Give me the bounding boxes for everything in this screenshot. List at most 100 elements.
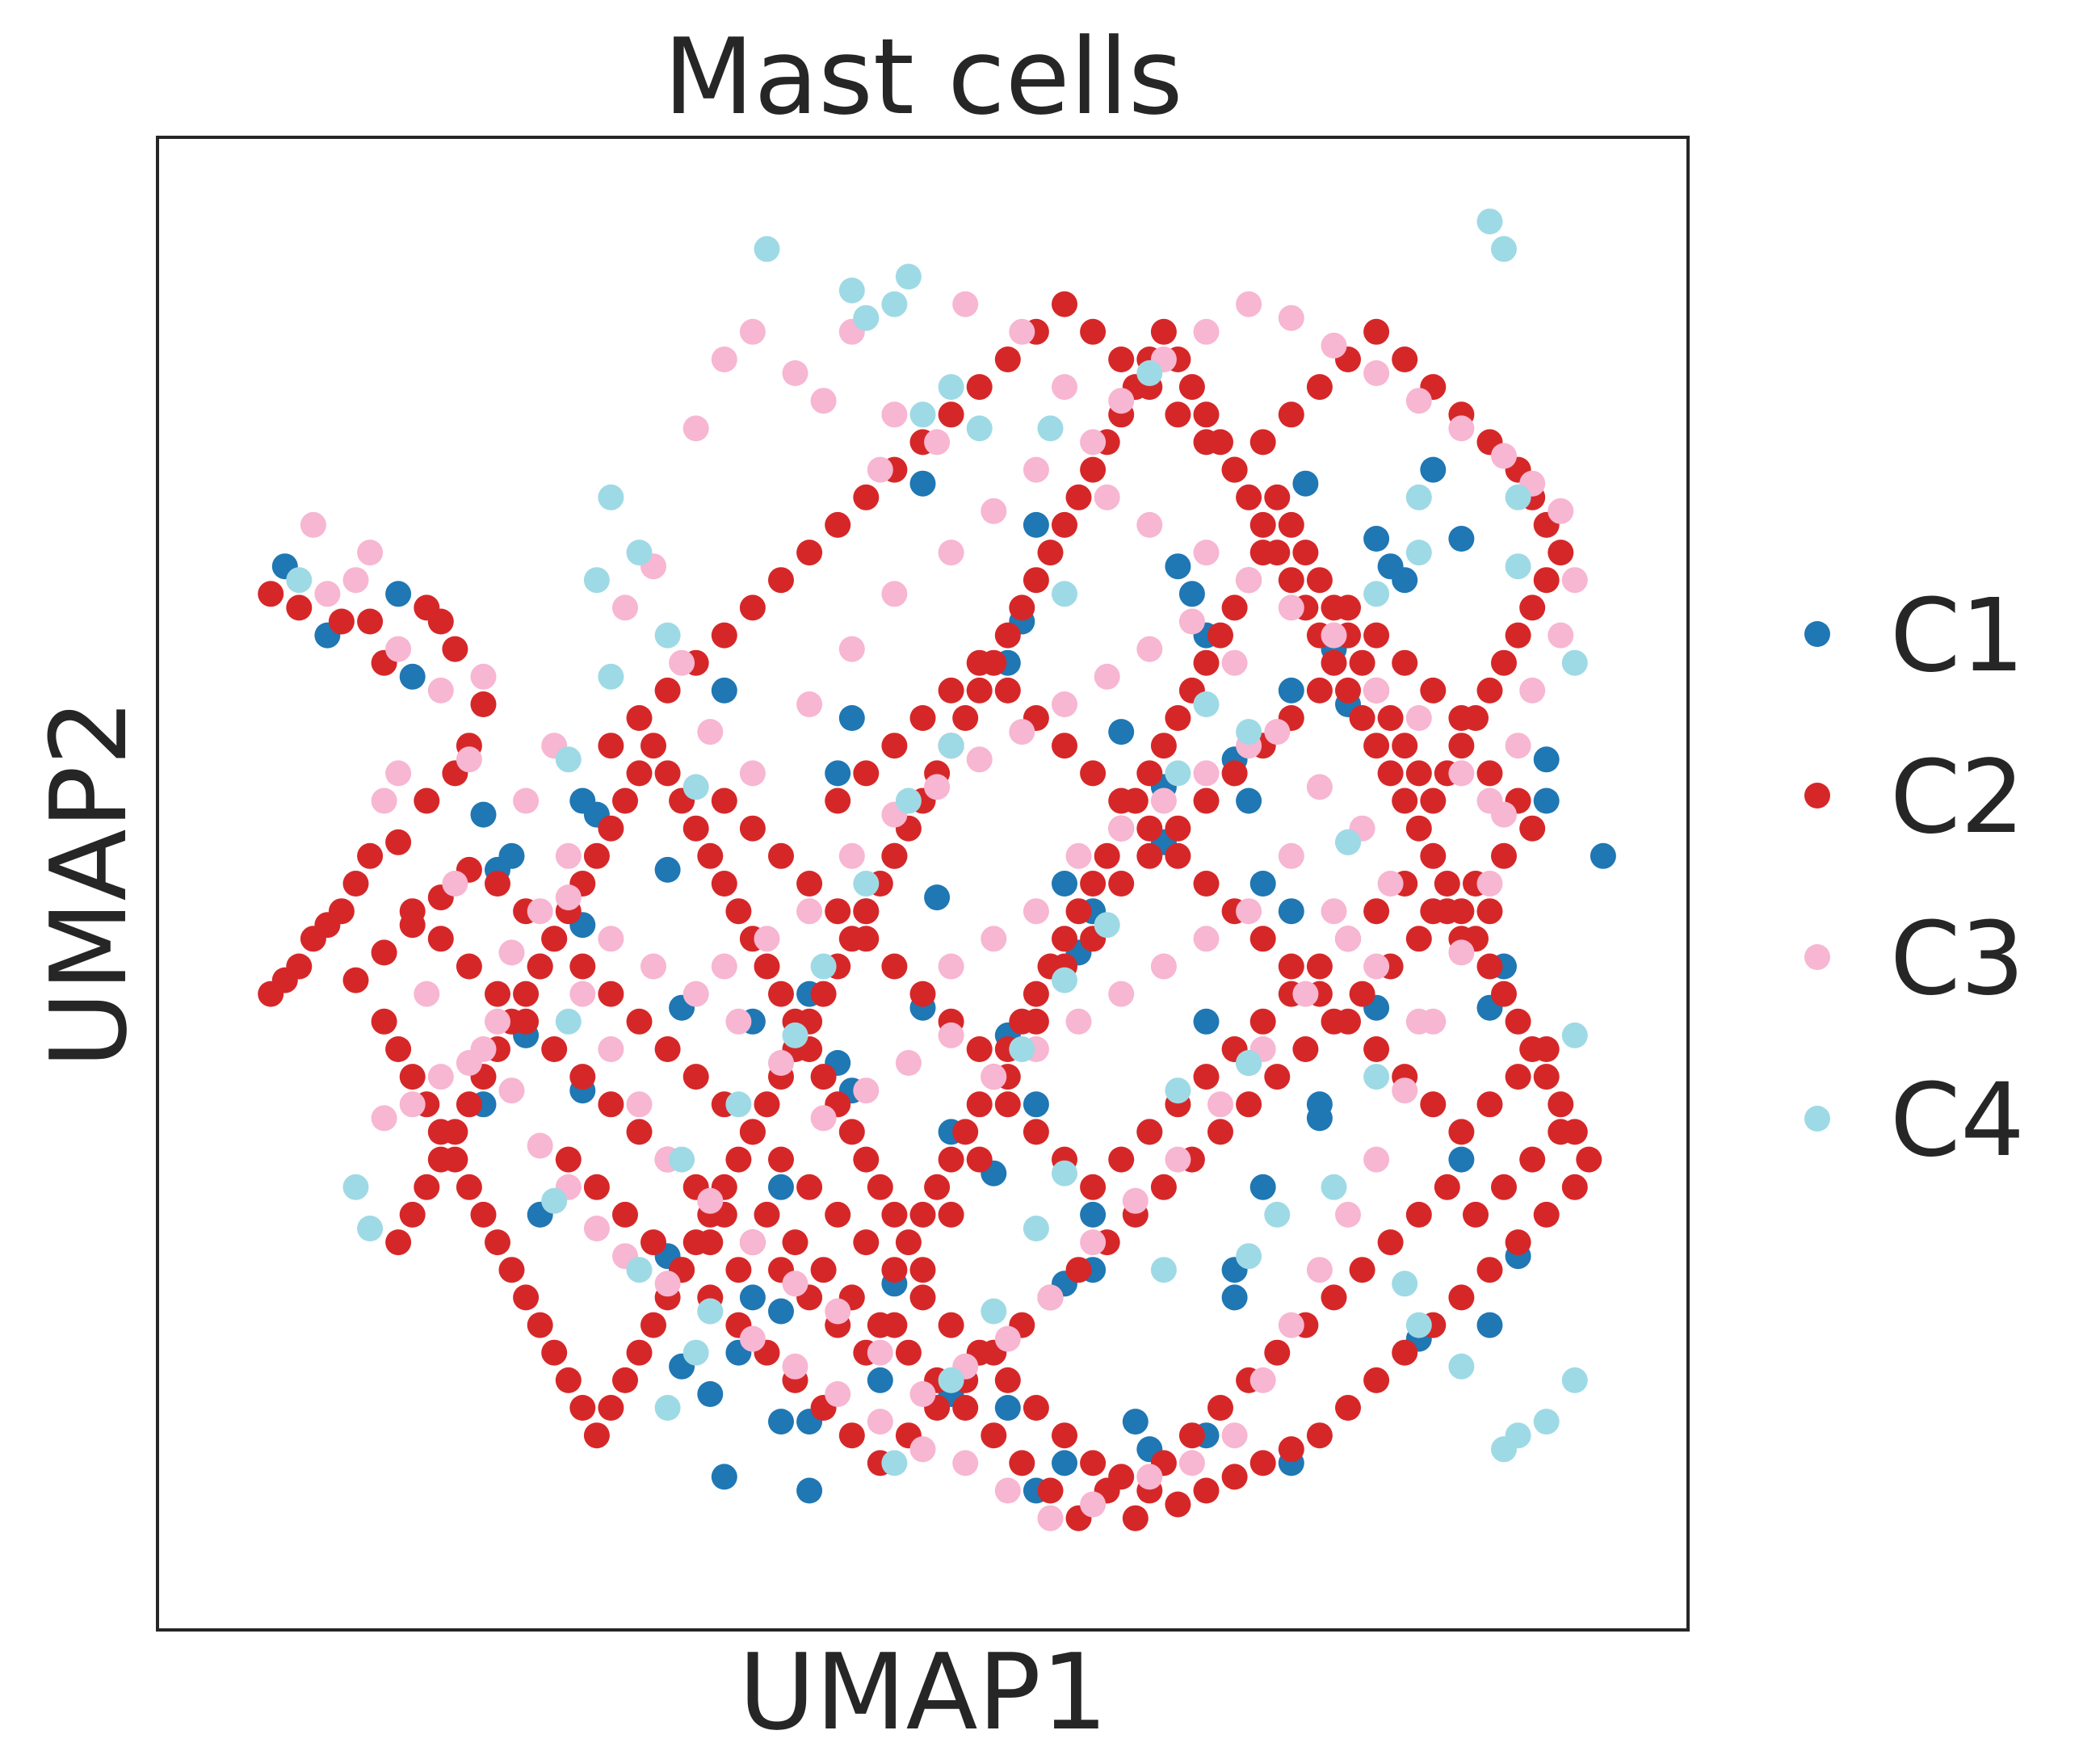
- point-C2-428: [1476, 898, 1503, 925]
- point-C2-26: [485, 871, 510, 897]
- point-C3-92: [1221, 649, 1248, 676]
- point-C3-139: [938, 953, 964, 980]
- point-C2-169: [1108, 346, 1135, 372]
- point-C4-55: [1405, 1312, 1432, 1338]
- point-C3-101: [1165, 1146, 1191, 1173]
- point-C3-68: [867, 1409, 893, 1435]
- point-C3-52: [1448, 939, 1475, 966]
- point-C2-318: [966, 1146, 993, 1173]
- point-C2-348: [810, 1257, 837, 1283]
- point-C1-78: [768, 1409, 794, 1435]
- point-C4-20: [1363, 581, 1390, 607]
- points-layer: [258, 208, 1616, 1531]
- point-C3-116: [569, 981, 596, 1007]
- point-C4-62: [357, 1216, 384, 1241]
- point-C2-63: [1533, 1201, 1560, 1228]
- point-C2-353: [952, 1395, 979, 1421]
- point-C1-11: [825, 760, 851, 787]
- point-C2-109: [952, 705, 979, 731]
- point-C2-198: [1377, 705, 1404, 731]
- point-C2-228: [952, 1119, 979, 1145]
- point-C3-151: [981, 1064, 1007, 1090]
- point-C4-30: [1023, 1216, 1049, 1241]
- point-C4-21: [1505, 553, 1531, 580]
- point-C3-164: [682, 981, 709, 1007]
- point-C2-60: [1448, 1284, 1475, 1311]
- point-C2-263: [456, 1091, 482, 1118]
- point-C2-31: [626, 1008, 653, 1035]
- point-C3-47: [1548, 622, 1574, 649]
- point-C4-58: [1505, 1422, 1531, 1449]
- point-C4-1: [583, 567, 610, 594]
- point-C3-111: [739, 1229, 766, 1256]
- point-C2-244: [725, 898, 752, 925]
- point-C2-249: [654, 760, 681, 787]
- point-C2-138: [541, 1339, 568, 1366]
- point-C2-157: [768, 567, 794, 594]
- point-C4-26: [1363, 1064, 1390, 1090]
- point-C2-172: [1193, 429, 1220, 456]
- point-C3-128: [1052, 374, 1077, 401]
- point-C4-33: [881, 1450, 908, 1476]
- point-C2-72: [1476, 953, 1503, 980]
- point-C2-204: [1292, 540, 1319, 566]
- point-C1-34: [1392, 567, 1418, 594]
- point-C3-28: [838, 636, 865, 662]
- point-C2-274: [838, 1422, 865, 1449]
- point-C3-150: [1405, 1008, 1432, 1035]
- point-C2-193: [1448, 733, 1475, 759]
- point-C2-189: [1505, 622, 1531, 649]
- point-C2-143: [470, 1201, 497, 1228]
- point-C2-305: [1335, 594, 1361, 621]
- point-C3-11: [513, 788, 540, 814]
- point-C2-58: [1392, 1339, 1418, 1366]
- point-C2-3: [357, 608, 384, 635]
- point-C2-215: [1136, 760, 1163, 787]
- point-C2-384: [1080, 760, 1107, 787]
- point-C3-67: [909, 1436, 936, 1463]
- point-C3-14: [498, 939, 525, 966]
- point-C3-163: [725, 1008, 752, 1035]
- point-C4-5: [853, 304, 880, 331]
- point-C2-64: [1561, 1174, 1588, 1200]
- point-C2-338: [399, 898, 426, 925]
- point-C2-359: [1122, 1505, 1149, 1531]
- point-C1-70: [1249, 1174, 1276, 1200]
- point-C3-87: [1009, 719, 1035, 746]
- point-C2-346: [754, 1201, 780, 1228]
- point-C3-162: [768, 1050, 794, 1076]
- point-C1-6: [470, 801, 497, 828]
- point-C4-65: [626, 540, 653, 566]
- point-C2-398: [1476, 1091, 1503, 1118]
- point-C2-89: [1236, 484, 1262, 510]
- point-C2-376: [853, 760, 880, 787]
- point-C2-67: [1548, 1091, 1574, 1118]
- point-C2-345: [725, 1257, 752, 1283]
- point-C2-50: [1165, 1491, 1191, 1518]
- point-C3-31: [981, 498, 1007, 524]
- point-C4-2: [598, 663, 624, 690]
- point-C2-288: [1236, 1091, 1262, 1118]
- point-C2-175: [1278, 401, 1304, 428]
- point-C3-121: [810, 388, 837, 414]
- point-C3-42: [1448, 415, 1475, 442]
- point-C2-136: [569, 1395, 596, 1421]
- point-C2-45: [1023, 1395, 1049, 1421]
- point-C3-100: [1207, 1091, 1233, 1118]
- point-C2-319: [938, 1201, 964, 1228]
- point-C3-70: [782, 1353, 808, 1380]
- point-C2-106: [994, 622, 1021, 649]
- point-C2-6: [427, 608, 454, 635]
- point-C2-380: [966, 649, 993, 676]
- point-C2-1: [286, 594, 313, 621]
- point-C3-40: [1363, 360, 1390, 386]
- point-C3-130: [1136, 511, 1163, 538]
- point-C2-282: [1065, 1257, 1092, 1283]
- point-C3-123: [881, 401, 908, 428]
- point-C2-77: [1405, 815, 1432, 842]
- point-C2-227: [966, 1091, 993, 1118]
- point-C2-221: [1052, 926, 1077, 952]
- point-C2-174: [1249, 429, 1276, 456]
- point-C2-197: [1392, 733, 1418, 759]
- series-C4: [286, 208, 1588, 1476]
